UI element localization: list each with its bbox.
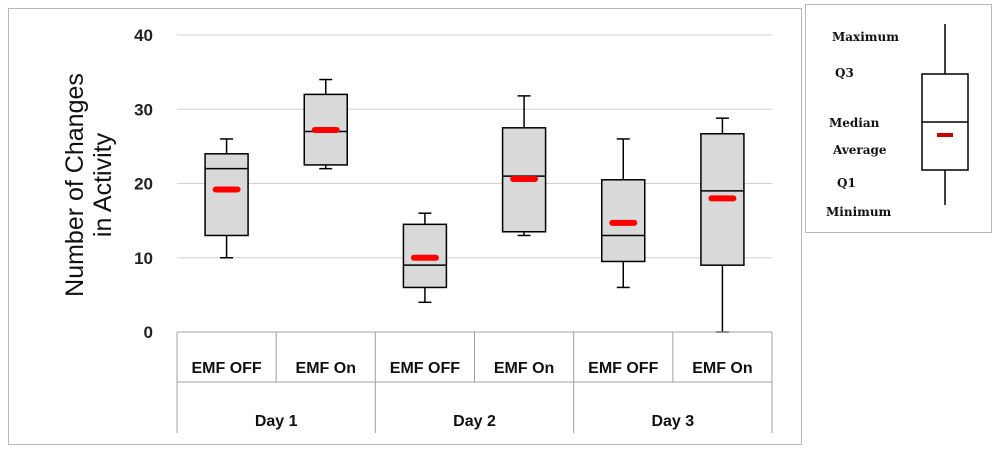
y-tick-label-20: 20 xyxy=(134,175,153,194)
axis-layer: 0 10 20 30 40 EMF OFF EMF On EMF OFF EMF On EMF O… xyxy=(134,26,773,433)
label-layer: Number of Changes in Activity xyxy=(61,73,117,297)
legend-label-q1: Q1 xyxy=(837,176,856,190)
x-tick-label-5: EMF OFF xyxy=(588,360,658,377)
group-label-2: Day 2 xyxy=(453,413,496,430)
y-axis-label-line-1: Number of Changes xyxy=(61,73,89,297)
y-tick-label-30: 30 xyxy=(134,100,153,119)
box-layer xyxy=(204,78,745,333)
group-label-3: Day 3 xyxy=(651,413,694,430)
x-tick-label-2: EMF On xyxy=(296,360,356,377)
group-label-1: Day 1 xyxy=(255,413,298,430)
legend-label-q3: Q3 xyxy=(835,66,854,80)
box-q1-q3 xyxy=(204,153,249,237)
legend-layer: Maximum Q3 Median Average Q1 Minimum xyxy=(826,24,969,219)
legend-label-maximum: Maximum xyxy=(832,30,899,44)
grid-layer xyxy=(177,34,772,259)
box-q1-q3 xyxy=(601,179,646,263)
box-6 xyxy=(700,117,745,333)
y-tick-label-40: 40 xyxy=(134,26,153,45)
x-tick-label-4: EMF On xyxy=(494,360,554,377)
box-5 xyxy=(601,138,646,289)
y-tick-label-0: 0 xyxy=(144,323,153,342)
x-tick-label-3: EMF OFF xyxy=(390,360,460,377)
legend-label-median: Median xyxy=(829,116,880,130)
box-2 xyxy=(303,78,348,170)
y-axis-label-line-2: in Activity xyxy=(89,132,117,237)
x-tick-label-6: EMF On xyxy=(692,360,752,377)
box-4 xyxy=(501,95,547,237)
x-tick-label-1: EMF OFF xyxy=(191,360,261,377)
legend-label-minimum: Minimum xyxy=(826,205,892,219)
legend-label-average: Average xyxy=(832,143,887,157)
y-tick-label-10: 10 xyxy=(134,249,153,268)
box-3 xyxy=(402,212,448,304)
box-1 xyxy=(204,138,249,259)
